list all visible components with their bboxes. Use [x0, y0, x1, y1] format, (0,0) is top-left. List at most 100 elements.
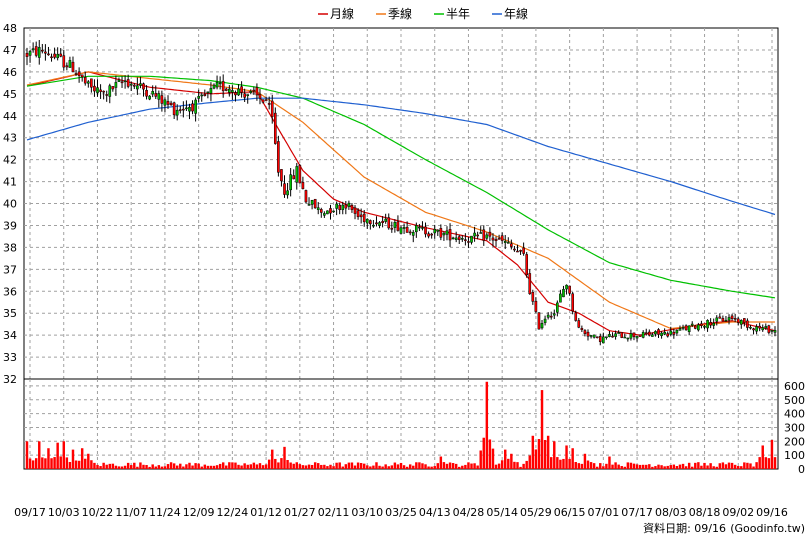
volume-bar: [344, 464, 348, 469]
volume-bar: [105, 464, 108, 469]
candle-body: [191, 103, 194, 112]
candle-body: [605, 336, 608, 338]
candle-body: [136, 85, 139, 90]
candle-body: [721, 318, 725, 322]
volume-bar: [700, 465, 703, 469]
volume-bar: [513, 461, 516, 469]
candle-body: [68, 60, 72, 68]
volume-bar: [277, 462, 280, 469]
volume-bar: [752, 466, 755, 469]
candle-body: [240, 86, 243, 93]
date-tick-label: 07/01: [588, 506, 620, 519]
candle-body: [249, 91, 253, 93]
candle-body: [93, 85, 96, 92]
candle-body: [583, 330, 587, 334]
volume-bar: [274, 458, 277, 469]
volume-bar: [706, 465, 709, 469]
volume-bar: [237, 464, 240, 469]
candle-body: [703, 326, 706, 328]
volume-bar: [694, 462, 697, 469]
candle-body: [154, 93, 158, 97]
candle-body: [697, 324, 700, 331]
candle-body: [323, 213, 326, 216]
volume-bar: [672, 464, 676, 469]
volume-bar: [185, 464, 188, 469]
candle-body: [418, 226, 421, 229]
candle-body: [519, 250, 522, 252]
candle-body: [586, 331, 590, 337]
candle-body: [534, 300, 538, 312]
volume-bar: [41, 457, 44, 469]
candle-body: [117, 79, 121, 82]
volume-bar: [458, 466, 461, 469]
candle-body: [408, 231, 412, 234]
candle-body: [341, 204, 345, 211]
candle-body: [221, 81, 225, 92]
candle-body: [178, 109, 182, 111]
candle-body: [209, 88, 213, 94]
volume-bar: [758, 457, 761, 469]
price-tick-label: 46: [3, 66, 17, 79]
volume-bar: [87, 453, 90, 469]
volume-bar: [697, 462, 700, 469]
volume-bar: [448, 462, 452, 469]
candle-body: [185, 107, 188, 110]
candle-body: [277, 141, 280, 173]
volume-bar: [451, 463, 455, 469]
candle-body: [218, 82, 222, 85]
candle-body: [86, 81, 90, 84]
volume-bar: [317, 463, 320, 469]
legend-label-0: 月線: [330, 6, 354, 21]
volume-bar: [736, 465, 740, 469]
candle-body: [96, 87, 99, 93]
candle-body: [335, 203, 338, 209]
volume-bar: [691, 466, 694, 469]
candle-body: [494, 239, 498, 242]
candle-body: [464, 239, 467, 241]
volume-bar: [25, 441, 29, 469]
candle-body: [614, 333, 617, 337]
candle-body: [657, 329, 660, 335]
volume-bar: [93, 462, 96, 469]
legend-label-3: 年線: [504, 6, 528, 21]
volume-bar: [442, 462, 446, 469]
candle-body: [421, 227, 424, 229]
candle-body: [528, 273, 532, 295]
candle-body: [157, 93, 161, 100]
volume-bar: [743, 462, 746, 469]
candle-body: [252, 89, 256, 92]
volume-bar: [77, 460, 81, 469]
candle-body: [126, 79, 130, 87]
volume-bar: [516, 462, 519, 469]
candle-body: [44, 51, 47, 54]
candle-body: [234, 92, 237, 96]
volume-bar: [669, 465, 672, 469]
volume-bar: [74, 460, 78, 469]
date-tick-label: 09/02: [722, 506, 754, 519]
candle-body: [629, 333, 633, 339]
candle-body: [556, 302, 559, 313]
volume-bar: [415, 462, 418, 469]
candle-body: [390, 228, 394, 230]
candle-body: [166, 101, 170, 105]
volume-bar: [301, 465, 305, 469]
volume-bar: [580, 463, 584, 469]
volume-bar: [283, 446, 286, 469]
volume-bar: [246, 464, 249, 469]
volume-bar: [543, 440, 547, 469]
candle-body: [163, 99, 167, 106]
volume-bar: [718, 463, 722, 469]
candle-body: [635, 336, 639, 339]
candle-body: [500, 235, 504, 241]
volume-bar: [47, 448, 50, 469]
candle-body: [473, 232, 476, 237]
candle-body: [491, 237, 495, 241]
candle-body: [114, 82, 118, 88]
volume-bar: [467, 462, 470, 469]
volume-bar: [332, 466, 335, 469]
candle-body: [353, 207, 357, 214]
candle-body: [393, 222, 397, 228]
volume-bar: [620, 466, 623, 469]
candle-body: [396, 221, 400, 231]
